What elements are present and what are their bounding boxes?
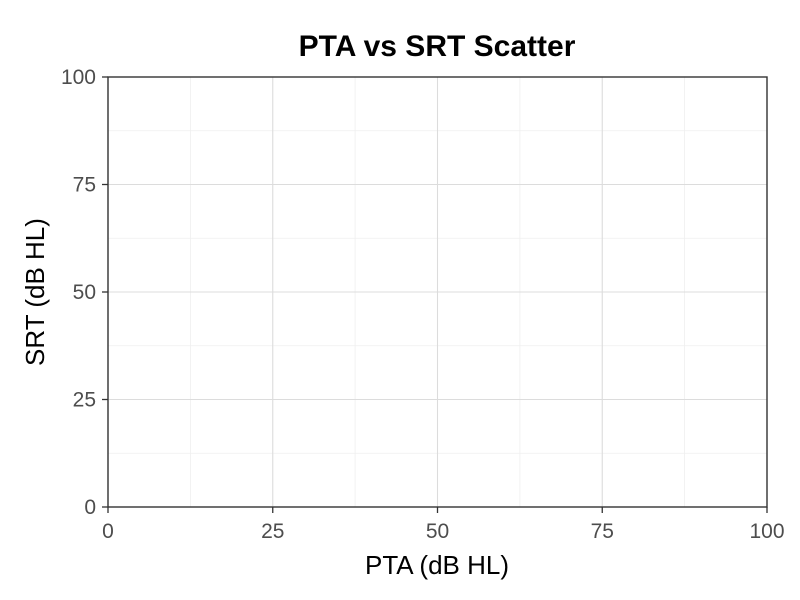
y-tick-label: 25	[73, 389, 96, 412]
axis-ticks: 0 25 50 75 100 0 25 50 75 100	[61, 66, 785, 543]
x-axis-label: PTA (dB HL)	[365, 550, 509, 580]
x-tick-label: 25	[261, 520, 284, 543]
x-tick-label: 100	[749, 520, 784, 543]
y-tick-label: 75	[73, 174, 96, 197]
y-tick-label: 100	[61, 66, 96, 89]
y-axis-label: SRT (dB HL)	[20, 218, 50, 366]
y-tick-label: 50	[73, 281, 96, 304]
x-tick-label: 0	[102, 520, 114, 543]
x-tick-label: 75	[591, 520, 614, 543]
chart-title: PTA vs SRT Scatter	[299, 30, 576, 63]
y-tick-label: 0	[84, 496, 96, 519]
x-tick-label: 50	[426, 520, 449, 543]
